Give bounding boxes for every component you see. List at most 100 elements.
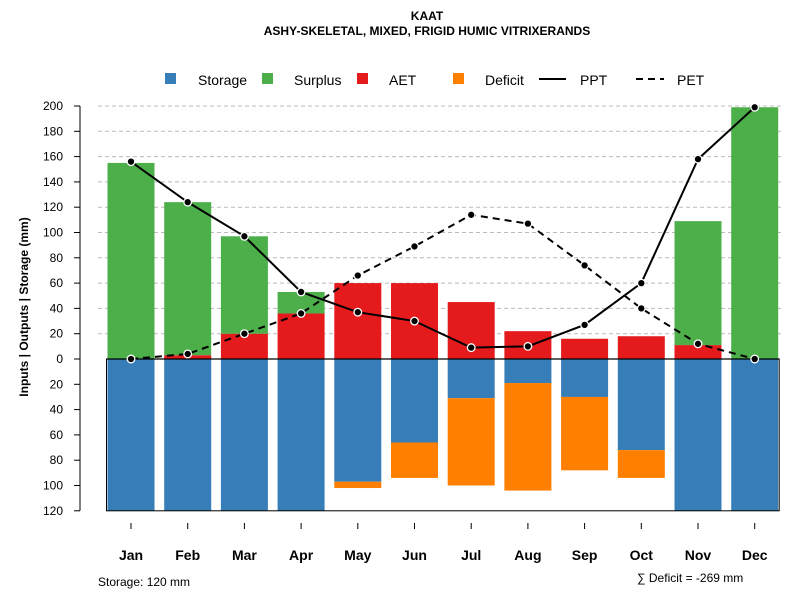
legend-label-surplus: Surplus xyxy=(294,72,341,88)
deficit-bar-jun xyxy=(391,442,438,478)
surplus-bar-dec xyxy=(731,107,779,359)
y-tick-label: 40 xyxy=(50,403,64,417)
axes: 0 20 40 60 80 100 120 140 160 180 200 20 40 60 80 100 12… xyxy=(43,99,768,563)
storage-bar-feb xyxy=(164,359,212,511)
storage-bar-jan xyxy=(107,359,155,511)
x-tick-label-jan: Jan xyxy=(119,547,143,563)
legend-label-deficit: Deficit xyxy=(485,72,524,88)
legend: Storage Surplus AET Deficit PPT PET xyxy=(165,72,705,88)
storage-bar-apr xyxy=(277,359,325,511)
deficit-note: ∑ Deficit = -269 mm xyxy=(637,571,743,585)
y-tick-label: 20 xyxy=(50,327,64,341)
pet-point-apr xyxy=(296,309,306,318)
x-tick-label-oct: Oct xyxy=(630,547,654,563)
ppt-point-sep xyxy=(580,320,590,330)
y-tick-label: 160 xyxy=(43,150,63,164)
y-axis-label: Inputs | Outputs | Storage (mm) xyxy=(17,217,31,396)
ppt-point-dec xyxy=(750,102,760,112)
storage-bar-dec xyxy=(731,359,779,511)
legend-label-aet: AET xyxy=(389,72,417,88)
ppt-point-jul xyxy=(466,343,476,353)
deficit-bar-sep xyxy=(561,396,609,471)
surplus-bar-mar xyxy=(220,236,268,334)
storage-bar-jul xyxy=(447,359,495,399)
deficit-bar-oct xyxy=(617,450,665,478)
y-tick-label: 180 xyxy=(43,124,63,138)
x-tick-label-aug: Aug xyxy=(514,547,541,563)
ppt-point-mar xyxy=(239,231,249,241)
ppt-point-apr xyxy=(296,287,306,297)
y-tick-label: 200 xyxy=(43,99,63,113)
pet-point-oct xyxy=(636,303,646,313)
deficit-bar-aug xyxy=(504,383,552,491)
ppt-point-nov xyxy=(693,154,703,164)
ppt-point-aug xyxy=(523,341,533,351)
y-tick-label: 80 xyxy=(50,251,64,265)
storage-bar-jun xyxy=(391,359,438,443)
ppt-point-jun xyxy=(410,316,419,326)
pet-point-nov xyxy=(693,339,703,349)
pet-point-jan xyxy=(126,354,136,364)
legend-swatch-deficit xyxy=(453,73,464,84)
y-tick-label: 0 xyxy=(56,352,63,366)
pet-point-mar xyxy=(239,329,249,339)
y-tick-label: 120 xyxy=(43,504,63,518)
ppt-line xyxy=(130,106,756,349)
x-tick-label-nov: Nov xyxy=(685,547,712,563)
storage-bar-aug xyxy=(504,359,552,384)
pet-point-jun xyxy=(410,241,419,251)
legend-label-ppt: PPT xyxy=(580,72,608,88)
y-tick-label: 100 xyxy=(43,226,63,240)
storage-bar-sep xyxy=(561,359,609,397)
legend-swatch-surplus xyxy=(262,73,273,84)
legend-swatch-aet xyxy=(357,73,368,84)
pet-point-jul xyxy=(466,210,476,220)
pet-point-feb xyxy=(183,349,193,359)
x-tick-label-jul: Jul xyxy=(461,547,481,563)
storage-bar-mar xyxy=(220,359,268,511)
aet-bar-may xyxy=(334,283,382,359)
deficit-bar-may xyxy=(334,481,382,489)
legend-label-pet: PET xyxy=(677,72,705,88)
y-tick-label: 40 xyxy=(50,301,64,315)
y-tick-label: 80 xyxy=(50,453,64,467)
ppt-point-feb xyxy=(183,197,193,207)
ppt-point-oct xyxy=(636,278,646,288)
y-tick-label: 20 xyxy=(50,377,64,391)
pet-line xyxy=(130,213,755,360)
x-tick-label-apr: Apr xyxy=(289,547,314,563)
y-tick-label: 60 xyxy=(50,428,64,442)
legend-label-storage: Storage xyxy=(198,72,247,88)
ppt-point-may xyxy=(353,307,363,317)
grid-lines xyxy=(98,105,782,335)
y-tick-label: 60 xyxy=(50,276,64,290)
series-lines xyxy=(126,102,760,364)
pet-point-aug xyxy=(523,219,533,229)
chart-title: KAAT xyxy=(411,9,444,23)
surplus-bar-feb xyxy=(164,202,212,356)
x-tick-label-mar: Mar xyxy=(232,547,257,563)
chart-subtitle: ASHY-SKELETAL, MIXED, FRIGID HUMIC VITRI… xyxy=(264,24,590,38)
y-tick-label: 120 xyxy=(43,200,63,214)
x-tick-label-feb: Feb xyxy=(175,547,200,563)
pet-point-may xyxy=(353,271,363,280)
legend-swatch-storage xyxy=(165,73,176,84)
ppt-point-jan xyxy=(126,157,136,167)
x-tick-label-jun: Jun xyxy=(402,547,427,563)
y-tick-label: 140 xyxy=(43,175,63,189)
aet-bar-sep xyxy=(561,338,609,359)
storage-bar-oct xyxy=(617,359,665,451)
surplus-bar-jan xyxy=(107,162,155,359)
deficit-bar-jul xyxy=(447,398,495,486)
storage-bar-nov xyxy=(674,359,722,511)
aet-bar-oct xyxy=(617,336,665,359)
x-tick-label-may: May xyxy=(344,547,371,563)
pet-point-sep xyxy=(580,260,590,270)
surplus-bar-apr xyxy=(277,291,325,314)
bars xyxy=(106,107,780,512)
surplus-bar-nov xyxy=(674,221,722,346)
aet-bar-nov xyxy=(674,345,722,359)
x-tick-label-sep: Sep xyxy=(572,547,598,563)
x-tick-label-dec: Dec xyxy=(742,547,768,563)
